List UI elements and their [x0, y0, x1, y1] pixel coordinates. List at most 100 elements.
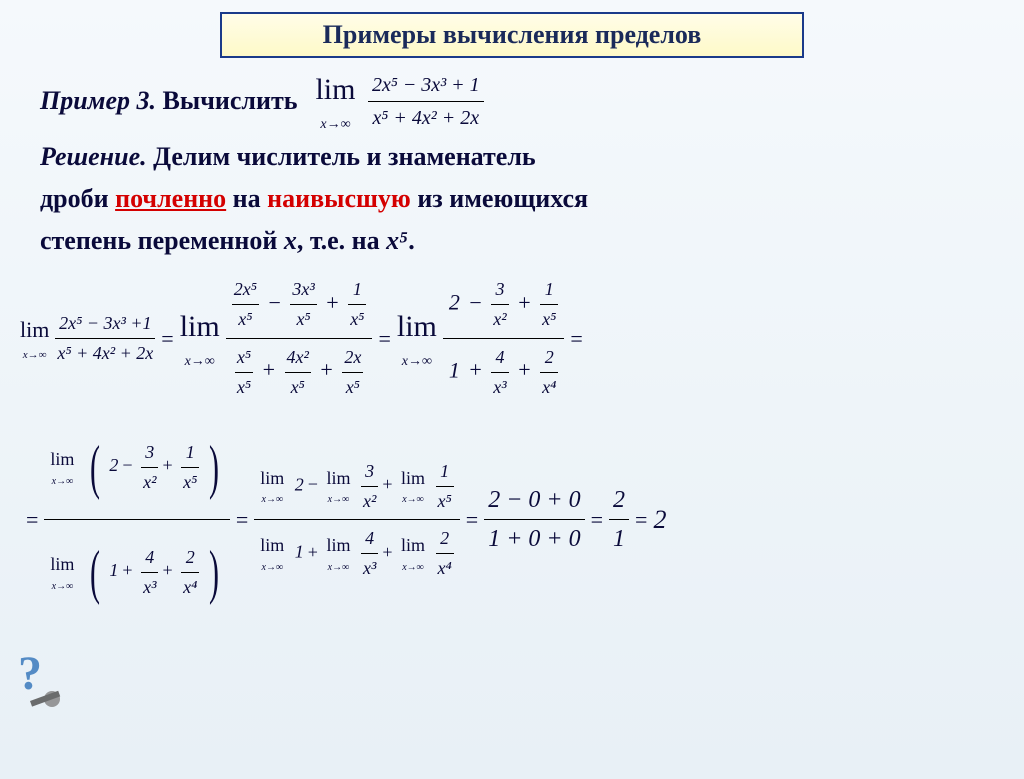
equals-2: = [378, 321, 390, 356]
d: x⁵ [181, 468, 199, 497]
frac-final2: 2 1 [609, 481, 629, 559]
sol-line3: степень переменной x, т.е. на x⁵. [40, 220, 984, 262]
f2-num: 2x⁵x⁵ − 3x³x⁵ + 1x⁵ [226, 271, 373, 339]
d: x² [491, 305, 508, 334]
example-limit: lim x→∞ 2x⁵ − 3x³ + 1 x⁵ + 4x² + 2x [315, 66, 483, 136]
d: x⁴ [436, 554, 454, 583]
sol-line3c: . [408, 226, 415, 255]
f5-den: limx→∞ 1+ limx→∞ 4x³+ limx→∞ 2x⁴ [254, 520, 460, 587]
lim-word: lim [50, 550, 74, 579]
fn-den: 1 + 0 + 0 [484, 520, 584, 558]
t: 1 [295, 542, 304, 562]
d: x⁴ [540, 373, 558, 402]
lim-sub: x→∞ [401, 560, 425, 576]
sol-hl2: наивысшую [267, 184, 411, 213]
d: x⁴ [181, 573, 199, 602]
decorative-icon: ? [10, 639, 70, 719]
lead: 2 [449, 290, 460, 315]
lim-word: lim [401, 464, 425, 493]
frac-final1: 2 − 0 + 0 1 + 0 + 0 [484, 481, 584, 559]
sol-line2c: из имеющихся [411, 184, 588, 213]
sol-line3a: степень переменной [40, 226, 284, 255]
frac-5: limx→∞ 2− limx→∞ 3x²+ limx→∞ 1x⁵ limx→∞ … [254, 453, 460, 587]
lim-word: lim [315, 66, 355, 114]
equals-1: = [161, 321, 173, 356]
sol-line3b: , т.е. на [297, 226, 386, 255]
n: x⁵ [235, 343, 253, 373]
example-line: Пример 3. Вычислить lim x→∞ 2x⁵ − 3x³ + … [40, 66, 984, 136]
lim-sub: x→∞ [50, 579, 74, 595]
lim-3: lim x→∞ [397, 303, 437, 373]
sol-pow: x⁵ [386, 226, 408, 255]
equals-6: = [466, 502, 478, 537]
d: x⁵ [285, 373, 311, 402]
solution-text: Решение. Делим числитель и знаменатель [40, 136, 984, 178]
n: 3 [491, 275, 508, 305]
lim-word: lim [180, 303, 220, 351]
d: x⁵ [232, 305, 259, 334]
lim-1: lim x→∞ [20, 312, 49, 365]
lim-sub: x→∞ [401, 492, 425, 508]
d: x⁵ [342, 373, 363, 402]
lim-word: lim [326, 531, 350, 560]
d: x² [141, 468, 158, 497]
n: 2 [436, 524, 454, 554]
fn2-den: 1 [609, 520, 629, 558]
n: 1 [181, 438, 199, 468]
frac-2: 2x⁵x⁵ − 3x³x⁵ + 1x⁵ x⁵x⁵ + 4x²x⁵ + 2xx⁵ [226, 271, 373, 405]
n: 4 [141, 543, 158, 573]
n: 1 [540, 275, 558, 305]
frac-3: 2 − 3x² + 1x⁵ 1 + 4x³ + 2x⁴ [443, 271, 564, 405]
f4-num: limx→∞ ( 2− 3x²+ 1x⁵ ) [44, 415, 229, 520]
n: 2 [181, 543, 199, 573]
title-text: Примеры вычисления пределов [323, 20, 702, 49]
lim-operator: lim x→∞ [315, 66, 355, 136]
derivation-row-2: = limx→∞ ( 2− 3x²+ 1x⁵ ) limx→∞ ( 1+ 4x³… [20, 415, 984, 624]
lim-sub: x→∞ [260, 560, 284, 576]
final-value: 2 [653, 499, 666, 541]
lim-word: lim [260, 531, 284, 560]
n: 2 [540, 343, 558, 373]
example-den: x⁵ + 4x² + 2x [368, 102, 484, 134]
svg-text:?: ? [18, 647, 42, 700]
lim-word: lim [20, 312, 49, 347]
lim-sub: x→∞ [20, 347, 49, 365]
lim-sub: x→∞ [315, 114, 355, 136]
d: x⁵ [540, 305, 558, 334]
n: 2x⁵ [232, 275, 259, 305]
d: x⁵ [235, 373, 253, 402]
example-num: 2x⁵ − 3x³ + 1 [368, 69, 484, 102]
lim-word: lim [50, 445, 74, 474]
lead: 1 [449, 357, 460, 382]
derivation-row-1: lim x→∞ 2x⁵ − 3x³ +1 x⁵ + 4x² + 2x = lim… [20, 271, 984, 405]
example-label: Пример 3. [40, 86, 156, 115]
d: x³ [361, 554, 378, 583]
f5-num: limx→∞ 2− limx→∞ 3x²+ limx→∞ 1x⁵ [254, 453, 460, 521]
frac-4: limx→∞ ( 2− 3x²+ 1x⁵ ) limx→∞ ( 1+ 4x³+ … [44, 415, 229, 624]
sol-line2b: на [226, 184, 267, 213]
n: 1 [348, 275, 366, 305]
lim-word: lim [260, 464, 284, 493]
lead: 1 [109, 560, 118, 580]
lim-sub: x→∞ [50, 474, 74, 490]
n: 2x [342, 343, 363, 373]
lim-sub: x→∞ [397, 351, 437, 373]
d: x⁵ [348, 305, 366, 334]
sol-hl1: почленно [115, 184, 226, 213]
n: 1 [436, 457, 454, 487]
fn-num: 2 − 0 + 0 [484, 481, 584, 520]
lim-word: lim [397, 303, 437, 351]
lim-sub: x→∞ [326, 560, 350, 576]
d: x² [361, 487, 378, 516]
lim-word: lim [401, 531, 425, 560]
lim-word: lim [326, 464, 350, 493]
n: 3 [361, 457, 378, 487]
n: 4x² [285, 343, 311, 373]
n: 4 [491, 343, 508, 373]
equals-5: = [236, 502, 248, 537]
fn2-num: 2 [609, 481, 629, 520]
sol-line1: Делим числитель и знаменатель [153, 142, 536, 171]
equals-3: = [570, 321, 582, 356]
sol-var: x [284, 226, 297, 255]
f3-den: 1 + 4x³ + 2x⁴ [443, 339, 564, 406]
